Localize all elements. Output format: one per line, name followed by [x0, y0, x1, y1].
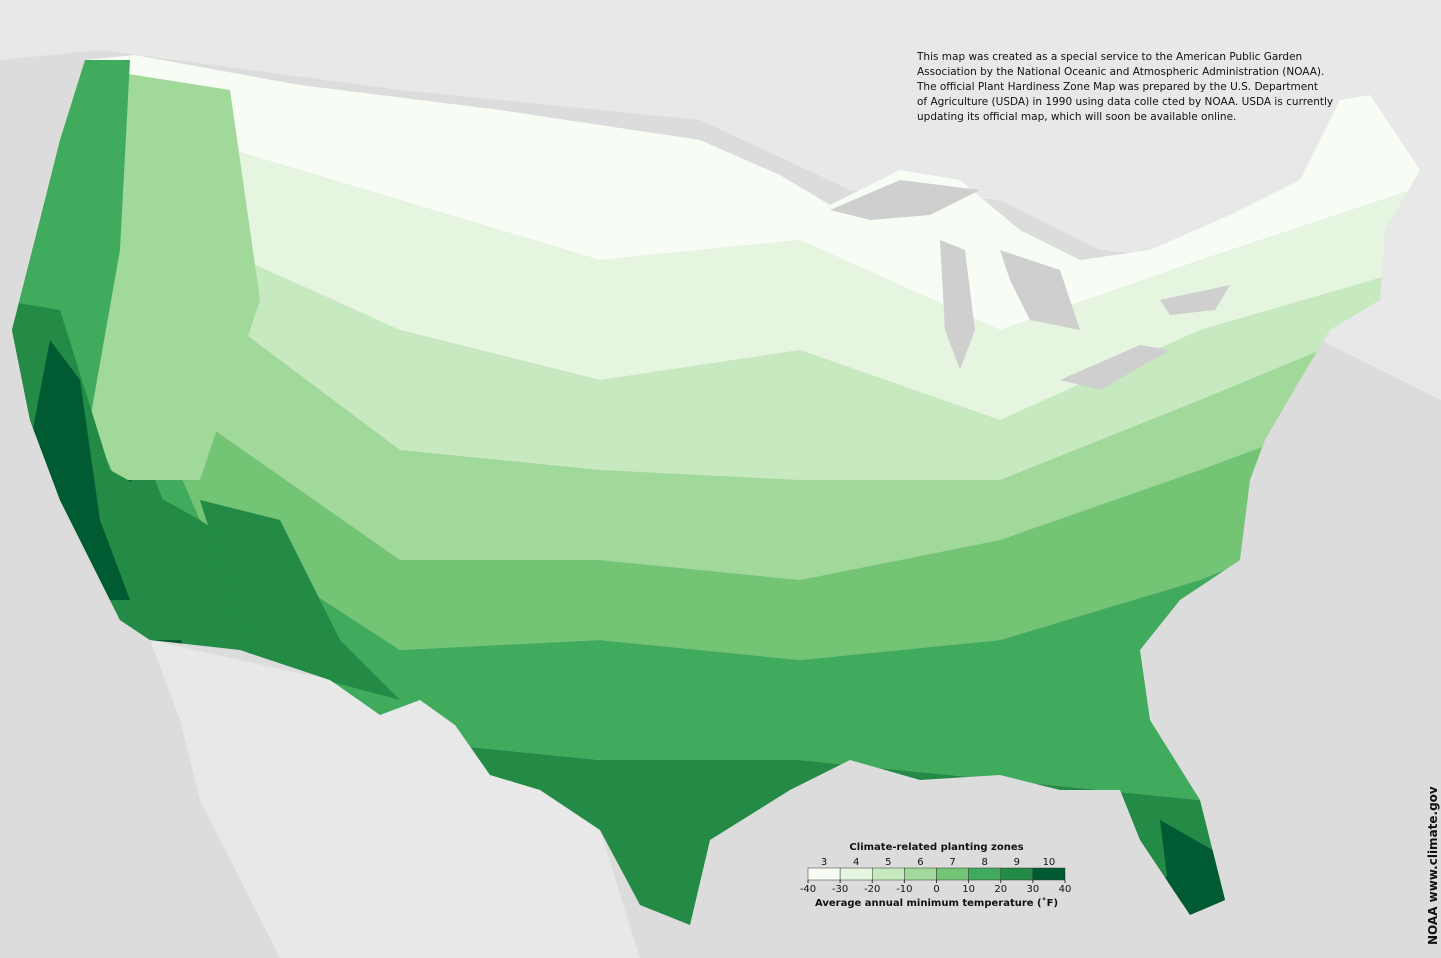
- zone-label: 7: [949, 857, 955, 868]
- legend-title: Climate-related planting zones: [849, 842, 1023, 853]
- zone-label: 5: [885, 857, 891, 868]
- zone-band: [12, 60, 1420, 480]
- temperature-label: 30: [1027, 884, 1040, 895]
- temperature-label: 40: [1059, 884, 1072, 895]
- zone-label: 3: [821, 857, 827, 868]
- legend-swatch: [839, 867, 873, 881]
- zone-label: 9: [1014, 857, 1020, 868]
- legend-swatch: [872, 867, 905, 881]
- zone-band: [12, 60, 1420, 420]
- temperature-label: 10: [962, 884, 975, 895]
- zone-label: 4: [853, 857, 859, 868]
- legend-caption: Average annual minimum temperature (˚F): [815, 897, 1058, 909]
- legend-swatch: [936, 867, 969, 881]
- credit: NOAA www.climate.gov: [1426, 786, 1440, 945]
- temperature-label: -30: [832, 884, 848, 895]
- zone-label: 6: [917, 857, 923, 868]
- note: This map was created as a special servic…: [916, 51, 1333, 123]
- zone-label: 10: [1043, 857, 1056, 868]
- legend-swatch: [1032, 867, 1066, 881]
- zone-label: 8: [982, 857, 988, 868]
- legend-swatch: [807, 867, 841, 881]
- zone-band: [12, 60, 1420, 580]
- mexico: [150, 640, 640, 958]
- legend-swatch: [968, 867, 1001, 881]
- note-line: The official Plant Hardiness Zone Map wa…: [916, 81, 1318, 93]
- note-line: Association by the National Oceanic and …: [917, 66, 1324, 78]
- temperature-label: 0: [933, 884, 939, 895]
- temperature-label: 20: [994, 884, 1007, 895]
- zone-region: [1160, 820, 1230, 920]
- temperature-label: -40: [800, 884, 816, 895]
- legend-swatch: [904, 867, 937, 881]
- legend: Climate-related planting zones 3 4 5 6 7 8 9 10 -…: [800, 842, 1072, 909]
- canada: [0, 0, 1441, 400]
- great-lakes: [830, 180, 1230, 390]
- note-line: of Agriculture (USDA) in 1990 using data…: [917, 96, 1333, 108]
- zone-region: [200, 500, 400, 700]
- legend-swatch: [1000, 867, 1034, 881]
- note-line: updating its official map, which will so…: [917, 111, 1236, 123]
- note-line: This map was created as a special servic…: [916, 51, 1302, 63]
- temperature-label: -20: [864, 884, 880, 895]
- temperature-label: -10: [896, 884, 912, 895]
